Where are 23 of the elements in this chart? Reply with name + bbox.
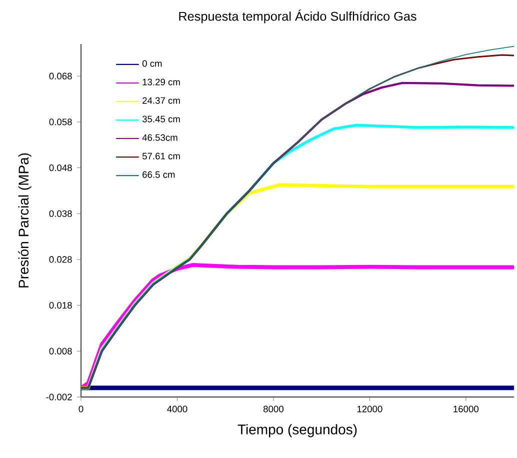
x-tick-label: 4000: [167, 406, 188, 412]
y-tick-label: 0.038: [49, 210, 72, 217]
x-tick-label: 16000: [454, 406, 478, 412]
legend-label: 66.5 cm: [142, 171, 175, 178]
y-tick-label: 0.068: [49, 72, 72, 80]
x-tick-label: 8000: [263, 406, 284, 412]
x-tick-label: 0: [78, 406, 84, 412]
chart-title: Respuesta temporal Ácido Sulfhídrico Gas: [179, 10, 416, 24]
legend-label: 57.61 cm: [142, 152, 180, 160]
y-axis-title: Presión Parcial (MPa): [18, 153, 32, 288]
x-tick-label: 12000: [357, 406, 382, 412]
legend-label: 46.53cm: [142, 134, 178, 141]
legend-label: 0 cm: [142, 60, 162, 67]
y-tick-label: 0.028: [49, 256, 72, 263]
y-tick-label: -0.002: [46, 394, 72, 400]
x-axis-title: Tiempo (segundos): [238, 424, 357, 438]
legend-label: 24.37 cm: [142, 97, 180, 104]
y-tick-label: 0.008: [49, 348, 72, 354]
legend-label: 35.45 cm: [142, 116, 180, 122]
y-tick-label: 0.018: [49, 302, 72, 309]
y-tick-label: 0.048: [49, 164, 72, 172]
y-tick-label: 0.058: [49, 118, 72, 126]
legend-label: 13.29 cm: [142, 78, 180, 86]
